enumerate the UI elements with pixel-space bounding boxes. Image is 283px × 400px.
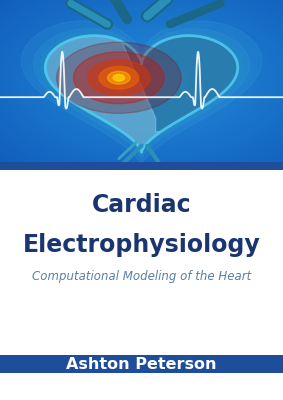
Polygon shape (45, 36, 161, 152)
Text: Ashton Peterson: Ashton Peterson (66, 356, 217, 372)
Text: Computational Modeling of the Heart: Computational Modeling of the Heart (32, 270, 251, 283)
Polygon shape (45, 36, 238, 152)
Circle shape (74, 52, 164, 104)
Text: Electrophysiology: Electrophysiology (23, 233, 260, 257)
Polygon shape (40, 33, 243, 155)
Circle shape (99, 66, 139, 89)
Polygon shape (21, 21, 262, 167)
Polygon shape (34, 29, 249, 159)
Text: Cardiac: Cardiac (92, 193, 191, 217)
Circle shape (57, 42, 181, 114)
Circle shape (88, 60, 150, 96)
Circle shape (108, 71, 130, 84)
Bar (0, 162, 283, 170)
Circle shape (113, 74, 125, 81)
Bar (0, 356, 283, 373)
